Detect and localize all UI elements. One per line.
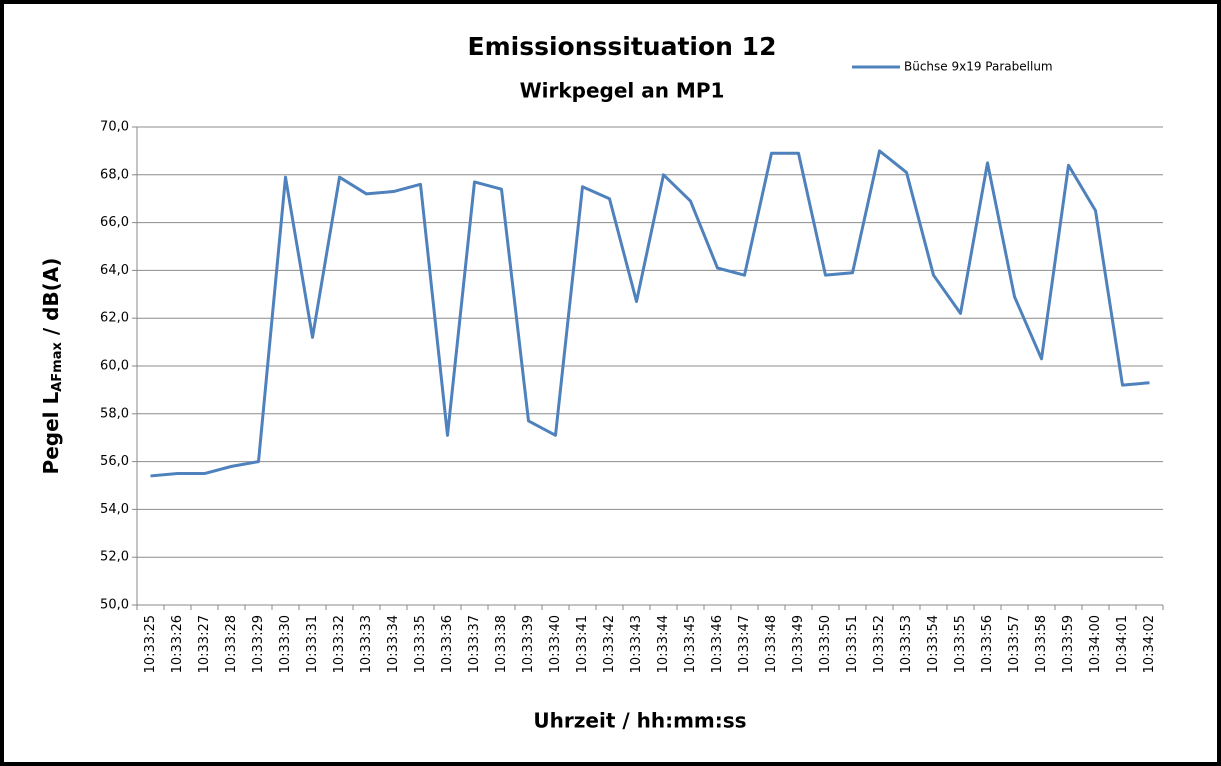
x-tick-label: 10:33:43: [629, 615, 644, 673]
x-tick-label: 10:33:53: [899, 615, 914, 673]
x-tick-label: 10:33:27: [197, 615, 212, 673]
x-tick-label: 10:33:55: [953, 615, 968, 673]
y-tick-label: 54,0: [100, 502, 129, 517]
y-axis-title-main: Pegel L: [39, 392, 63, 475]
y-tick-label: 68,0: [100, 167, 129, 182]
y-tick-label: 70,0: [100, 120, 129, 135]
x-tick-label: 10:33:32: [332, 615, 347, 673]
y-tick-label: 56,0: [100, 454, 129, 469]
y-tick-label: 62,0: [100, 311, 129, 326]
y-axis-title-sub: AFmax: [50, 342, 65, 392]
x-tick-label: 10:33:42: [602, 615, 617, 673]
x-tick-label: 10:33:52: [872, 615, 887, 673]
x-tick-label: 10:33:51: [845, 615, 860, 673]
x-tick-label: 10:33:41: [575, 615, 590, 673]
x-tick-label: 10:33:45: [683, 615, 698, 673]
y-tick-label: 60,0: [100, 359, 129, 374]
x-tick-label: 10:33:40: [548, 615, 563, 673]
x-tick-label: 10:33:38: [494, 615, 509, 673]
chart-subtitle: Wirkpegel an MP1: [520, 79, 725, 103]
x-tick-label: 10:33:28: [224, 615, 239, 673]
x-tick-label: 10:33:49: [791, 615, 806, 673]
data-line: [150, 149, 1150, 478]
x-tick-label: 10:33:35: [413, 615, 428, 673]
y-tick-label: 50,0: [100, 598, 129, 613]
x-tick-label: 10:33:30: [278, 615, 293, 673]
chart-title: Emissionssituation 12: [468, 32, 777, 61]
x-tick-label: 10:33:54: [926, 615, 941, 673]
y-tick-label: 58,0: [100, 406, 129, 421]
x-tick-label: 10:33:56: [980, 615, 995, 673]
x-tick-label: 10:33:36: [440, 615, 455, 673]
y-tick-label: 52,0: [100, 550, 129, 565]
x-axis-title: Uhrzeit / hh:mm:ss: [533, 709, 746, 733]
x-tick-label: 10:33:39: [521, 615, 536, 673]
x-tick-label: 10:34:02: [1142, 615, 1157, 673]
x-tick-label: 10:33:37: [467, 615, 482, 673]
x-tick-label: 10:33:57: [1007, 615, 1022, 673]
x-tick-label: 10:33:33: [359, 615, 374, 673]
x-tick-label: 10:33:47: [737, 615, 752, 673]
x-tick-label: 10:33:31: [305, 615, 320, 673]
legend-label: Büchse 9x19 Parabellum: [904, 60, 1053, 74]
x-tick-label: 10:33:48: [764, 615, 779, 673]
x-tick-label: 10:33:25: [143, 615, 158, 673]
x-tick-label: 10:33:50: [818, 615, 833, 673]
y-axis-title-unit: / dB(A): [39, 258, 63, 343]
x-tick-label: 10:33:46: [710, 615, 725, 673]
y-axis-title: Pegel LAFmax / dB(A): [39, 258, 65, 475]
y-tick-label: 66,0: [100, 215, 129, 230]
x-tick-label: 10:34:01: [1115, 615, 1130, 673]
x-tick-label: 10:33:58: [1034, 615, 1049, 673]
x-tick-label: 10:33:44: [656, 615, 671, 673]
x-tick-label: 10:33:26: [170, 615, 185, 673]
x-tick-label: 10:33:29: [251, 615, 266, 673]
x-tick-label: 10:34:00: [1088, 615, 1103, 673]
x-tick-label: 10:33:59: [1061, 615, 1076, 673]
y-tick-label: 64,0: [100, 263, 129, 278]
x-tick-label: 10:33:34: [386, 615, 401, 673]
